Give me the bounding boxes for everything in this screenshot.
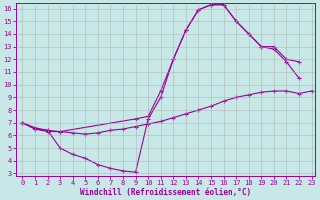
X-axis label: Windchill (Refroidissement éolien,°C): Windchill (Refroidissement éolien,°C) — [80, 188, 251, 197]
